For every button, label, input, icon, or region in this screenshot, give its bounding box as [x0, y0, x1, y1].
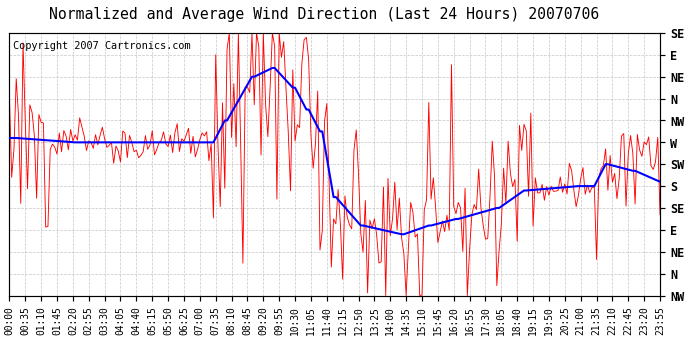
- Text: Copyright 2007 Cartronics.com: Copyright 2007 Cartronics.com: [12, 41, 190, 51]
- Text: Normalized and Average Wind Direction (Last 24 Hours) 20070706: Normalized and Average Wind Direction (L…: [49, 7, 599, 22]
